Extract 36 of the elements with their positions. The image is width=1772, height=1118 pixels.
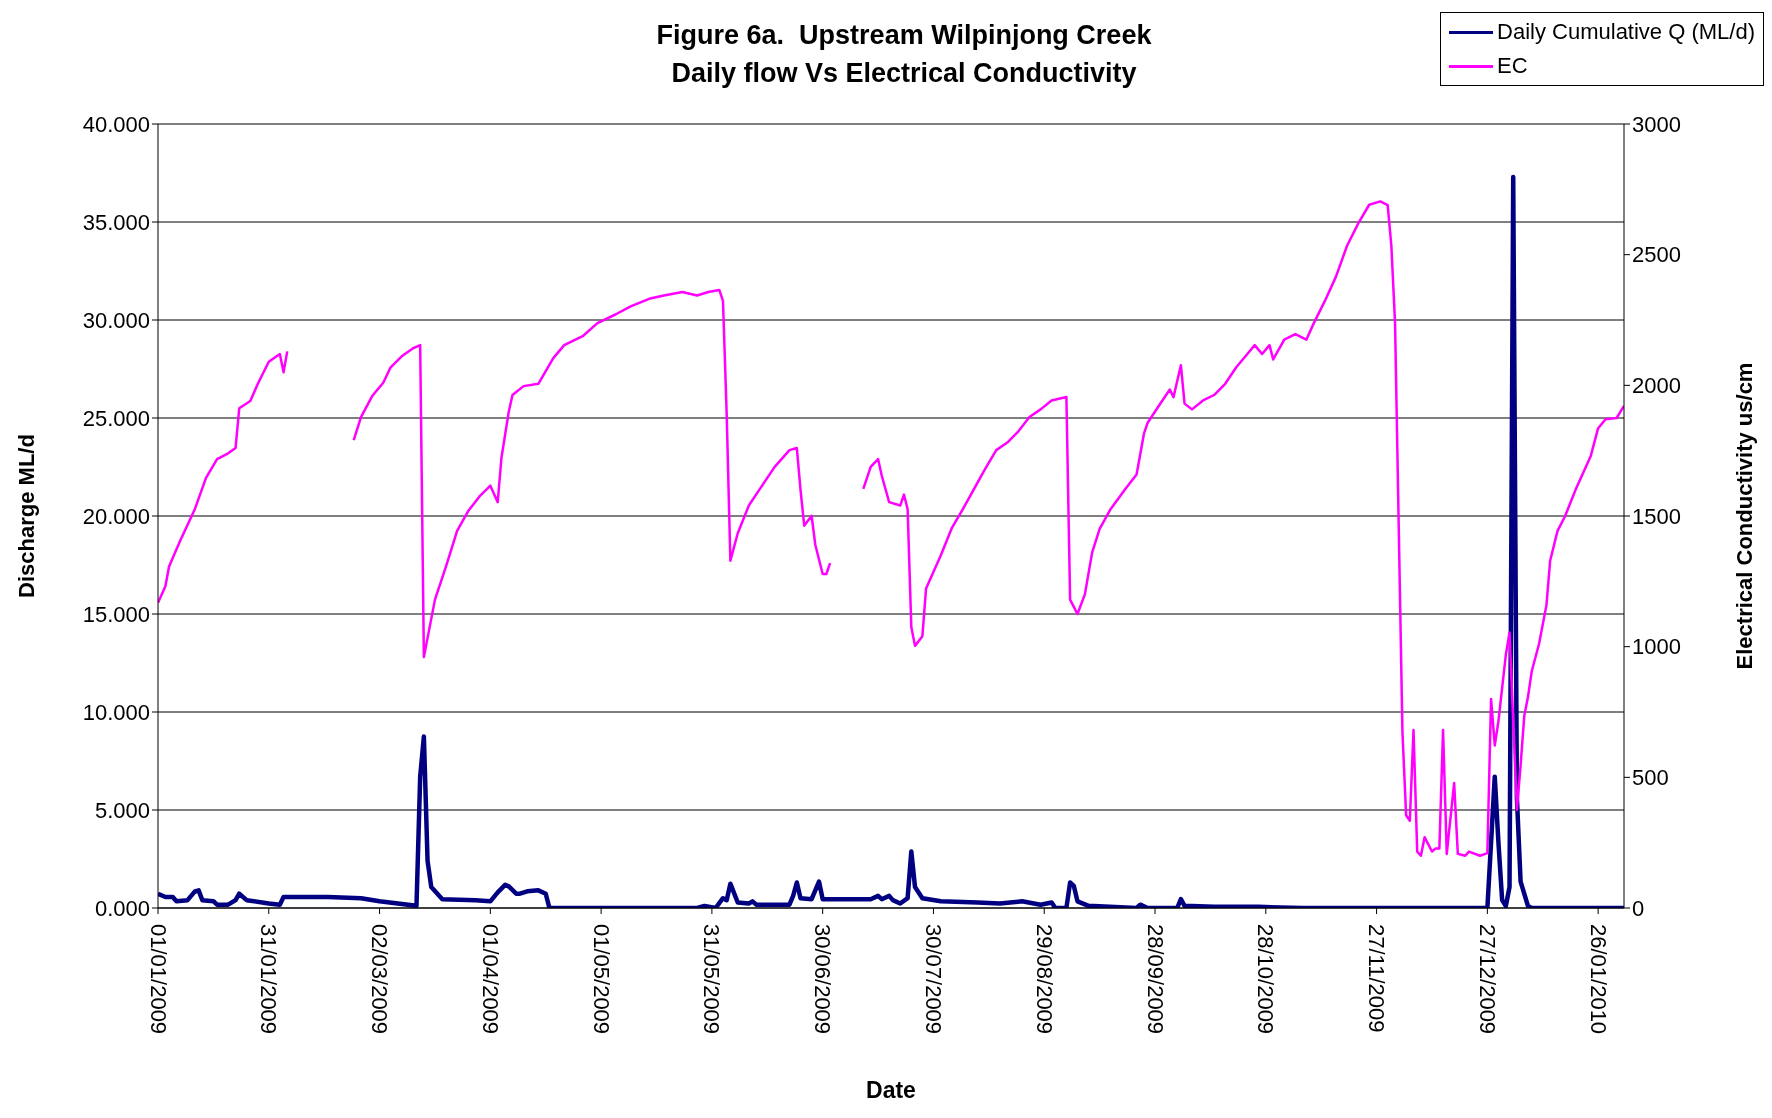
y-tick-label: 40.000 [82, 111, 150, 137]
x-tick-label: 27/12/2009 [1474, 924, 1500, 1035]
y2-tick-label: 0 [1632, 895, 1645, 921]
y-tick-label: 35.000 [82, 209, 150, 235]
y2-tick-label: 500 [1632, 765, 1669, 791]
y2-tick-label: 2500 [1632, 242, 1681, 268]
x-tick-label: 30/07/2009 [920, 924, 946, 1035]
y2-tick-label: 1000 [1632, 634, 1681, 660]
y-tick-label: 30.000 [82, 307, 150, 333]
x-axis-title: Date [866, 1077, 916, 1103]
x-tick-label: 01/05/2009 [588, 924, 614, 1035]
x-tick-label: 28/10/2009 [1253, 924, 1279, 1035]
x-tick-label: 26/01/2010 [1585, 924, 1611, 1035]
y2-tick-label: 2000 [1632, 373, 1681, 399]
x-tick-label: 28/09/2009 [1142, 924, 1168, 1035]
y2-axis-title: Electrical Conductivity us/cm [1731, 362, 1757, 670]
x-tick-label: 02/03/2009 [367, 924, 393, 1035]
x-tick-label: 29/08/2009 [1031, 924, 1057, 1035]
y-tick-label: 25.000 [82, 405, 150, 431]
y-tick-label: 15.000 [82, 601, 150, 627]
legend-label: EC [1497, 52, 1528, 80]
x-tick-label: 30/06/2009 [810, 924, 836, 1035]
y-tick-label: 0.000 [94, 895, 150, 921]
y2-tick-label: 3000 [1632, 111, 1681, 137]
x-tick-label: 01/01/2009 [145, 924, 171, 1035]
x-tick-label: 01/04/2009 [477, 924, 503, 1035]
legend-label: Daily Cumulative Q (ML/d) [1497, 18, 1755, 46]
y2-tick-label: 1500 [1632, 503, 1681, 529]
y-tick-label: 10.000 [82, 699, 150, 725]
x-tick-label: 31/01/2009 [256, 924, 282, 1035]
y-tick-label: 5.000 [94, 797, 150, 823]
chart-title: Figure 6a. Upstream Wilpinjong Creek Daily flow Vs Electrical Conductivity [656, 20, 1152, 88]
y-axis-title: Discharge ML/d [13, 434, 39, 598]
y-tick-label: 20.000 [82, 503, 150, 529]
x-tick-label: 31/05/2009 [699, 924, 725, 1035]
x-tick-label: 27/11/2009 [1364, 924, 1390, 1033]
